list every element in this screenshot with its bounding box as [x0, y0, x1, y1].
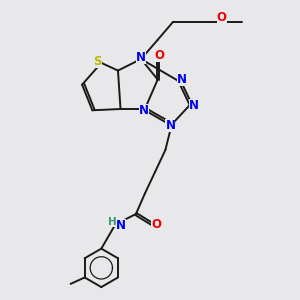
Text: N: N — [116, 219, 125, 232]
Text: N: N — [166, 119, 176, 132]
Text: N: N — [136, 51, 146, 64]
Text: N: N — [177, 73, 187, 86]
Text: S: S — [93, 55, 102, 68]
Text: O: O — [154, 49, 164, 62]
Text: O: O — [152, 218, 161, 231]
Text: H: H — [109, 217, 117, 227]
Text: N: N — [139, 104, 148, 117]
Text: N: N — [189, 99, 199, 112]
Text: O: O — [217, 11, 227, 24]
